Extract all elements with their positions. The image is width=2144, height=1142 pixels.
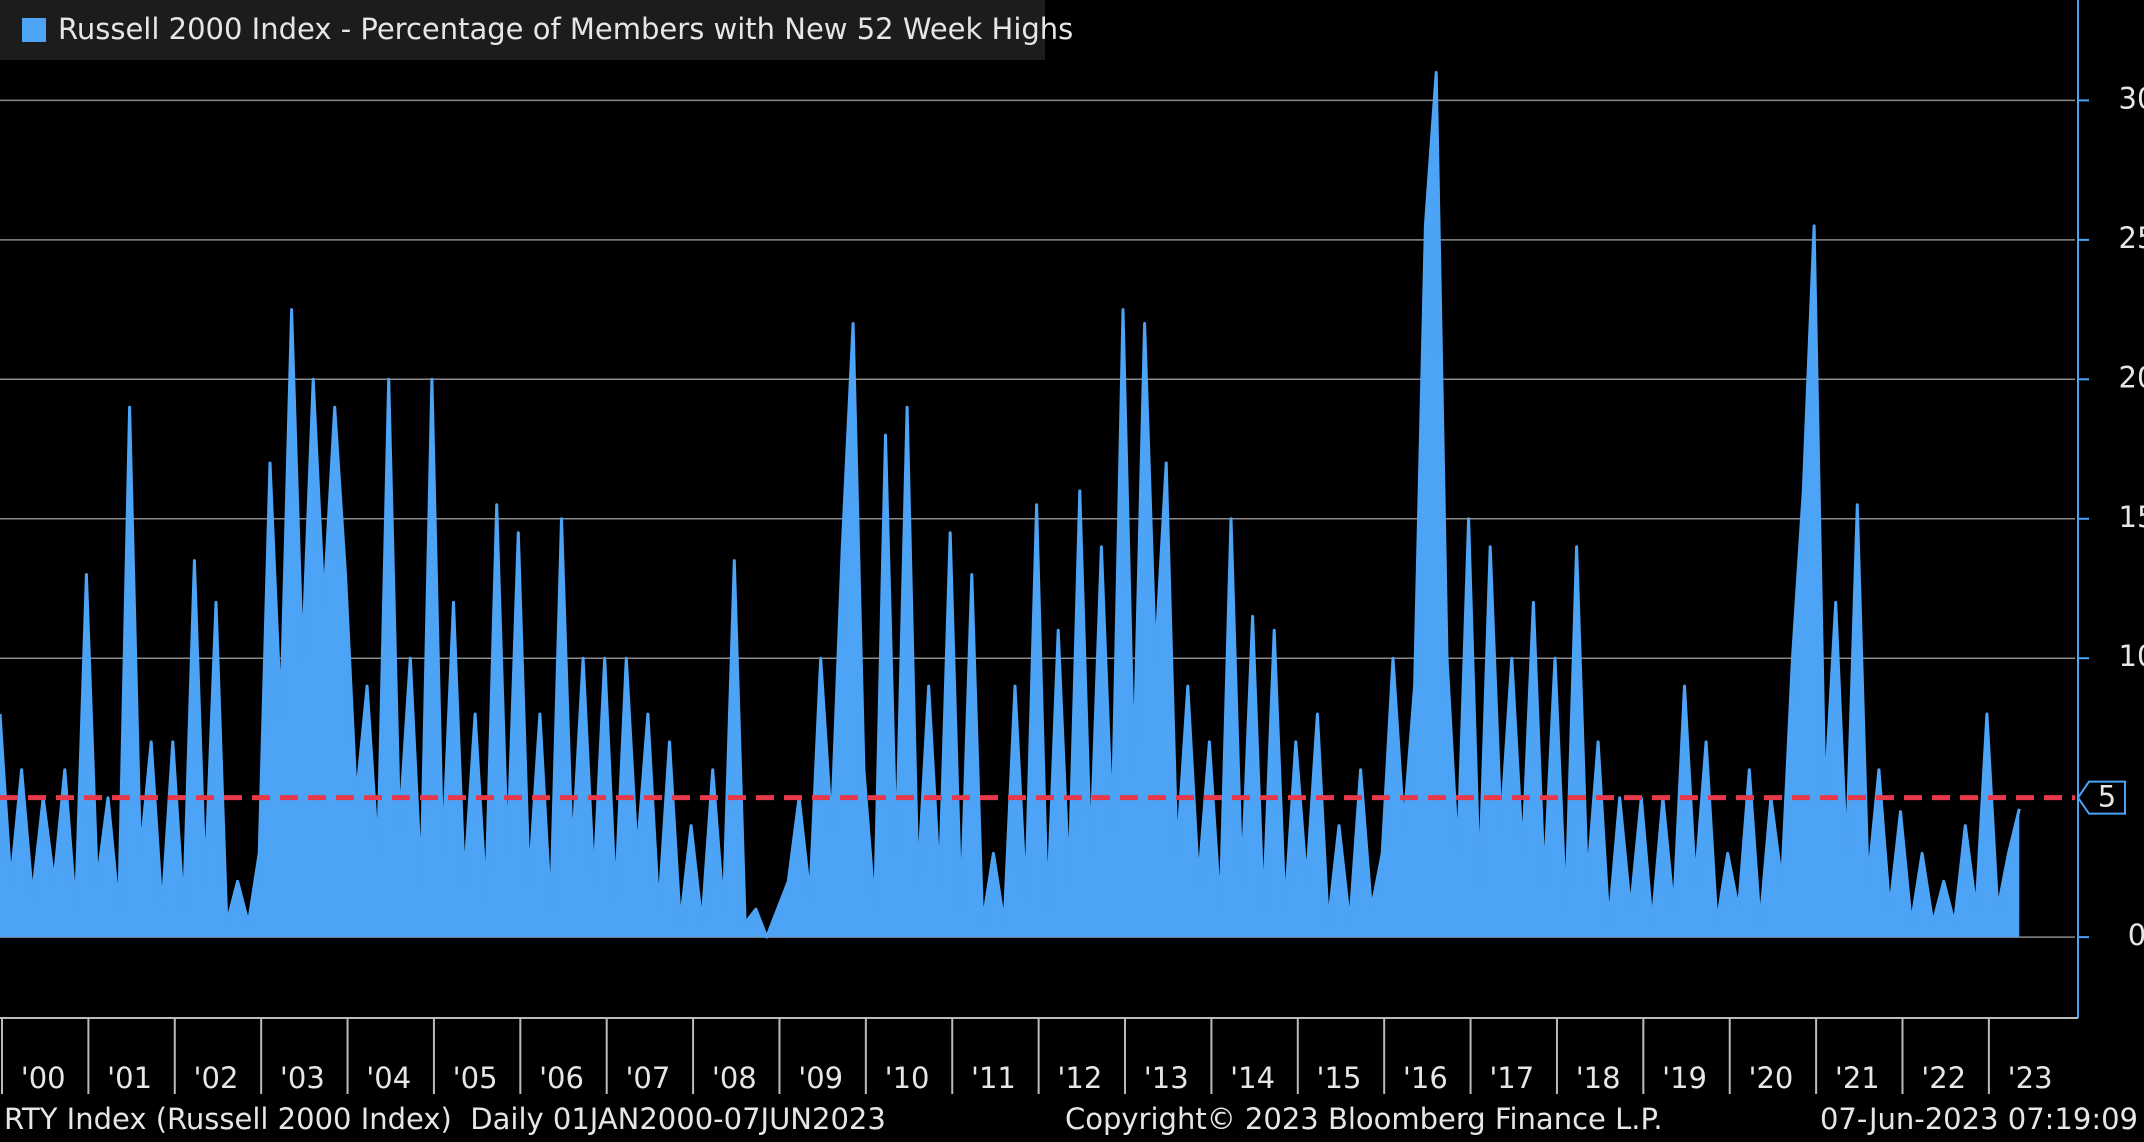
x-tick-label: '00 <box>21 1061 66 1095</box>
y-tick-label: 15 <box>2119 500 2144 534</box>
x-tick-label: '07 <box>625 1061 670 1095</box>
x-tick-label: '13 <box>1144 1061 1189 1095</box>
x-tick-label: '03 <box>280 1061 325 1095</box>
x-tick-label: '05 <box>453 1061 498 1095</box>
footer-center: Copyright© 2023 Bloomberg Finance L.P. <box>1065 1102 1663 1136</box>
x-tick-label: '20 <box>1748 1061 1793 1095</box>
x-tick-label: '22 <box>1921 1061 1966 1095</box>
x-tick-label: '15 <box>1317 1061 1362 1095</box>
x-tick-label: '16 <box>1403 1061 1448 1095</box>
y-tick-label: 20 <box>2119 360 2144 394</box>
y-tick-label: 30 <box>2119 81 2144 115</box>
x-tick-label: '06 <box>539 1061 584 1095</box>
x-tick-label: '04 <box>366 1061 411 1095</box>
legend-box <box>0 0 1045 60</box>
x-tick-label: '08 <box>712 1061 757 1095</box>
x-tick-label: '19 <box>1662 1061 1707 1095</box>
x-tick-label: '12 <box>1057 1061 1102 1095</box>
x-tick-label: '18 <box>1576 1061 1621 1095</box>
x-tick-label: '23 <box>2008 1061 2053 1095</box>
area-line <box>0 71 2021 939</box>
legend-swatch <box>22 18 46 42</box>
x-tick-label: '10 <box>885 1061 930 1095</box>
x-tick-label: '17 <box>1489 1061 1534 1095</box>
x-tick-label: '14 <box>1230 1061 1275 1095</box>
footer-right: 07-Jun-2023 07:19:09 <box>1820 1102 2138 1136</box>
reference-label: 5 <box>2098 780 2116 814</box>
x-tick-label: '11 <box>971 1061 1016 1095</box>
legend-label: Russell 2000 Index - Percentage of Membe… <box>58 12 1073 46</box>
footer-left: RTY Index (Russell 2000 Index) Daily 01J… <box>4 1102 886 1136</box>
x-tick-label: '01 <box>107 1061 152 1095</box>
y-tick-label: 25 <box>2119 221 2144 255</box>
reference-label-box <box>2076 780 2126 815</box>
x-tick-label: '02 <box>194 1061 239 1095</box>
x-tick-label: '09 <box>798 1061 843 1095</box>
x-tick-label: '21 <box>1835 1061 1880 1095</box>
y-tick-label: 10 <box>2119 639 2144 673</box>
y-tick-label: 0 <box>2128 918 2144 952</box>
